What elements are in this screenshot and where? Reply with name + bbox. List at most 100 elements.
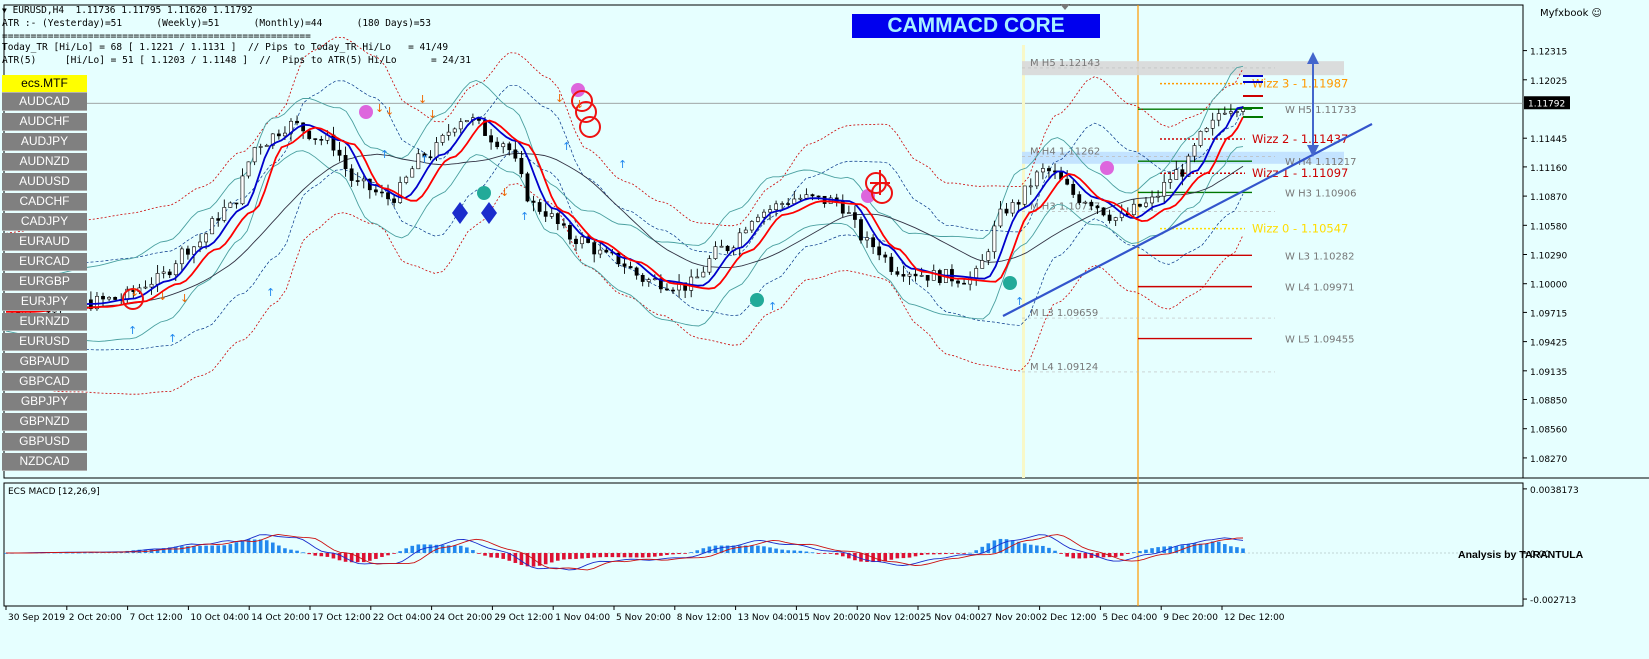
macd-bar [1210,541,1215,553]
symbol-button-gbpnzd[interactable]: GBPNZD [2,413,87,431]
candle-body [568,225,572,240]
macd-bar [216,545,221,553]
symbol-button-eurusd[interactable]: EURUSD [2,333,87,351]
macd-bar [1095,553,1100,558]
candle-body [1004,208,1009,214]
symbol-button-audchf[interactable]: AUDCHF [2,113,87,131]
macd-bar [622,553,627,558]
candle-body [355,180,360,182]
macd-bar [495,553,499,558]
up-arrow: ↑ [380,148,389,161]
symbol-button-audcad[interactable]: AUDCAD [2,93,87,111]
symbol-button-gbpusd[interactable]: GBPUSD [2,433,87,451]
candle-body [762,211,766,218]
macd-bar [313,553,318,556]
signal-ring [571,90,593,112]
candle-body [234,202,239,205]
macd-bar [780,549,784,553]
candle-body [719,245,724,248]
symbol-button-eurgbp[interactable]: EURGBP [2,273,87,291]
symbol-button-eurnzd[interactable]: EURNZD [2,313,87,331]
symbol-button-cadjpy[interactable]: CADJPY [2,213,87,231]
candle-body [816,195,821,198]
macd-bar [507,553,512,561]
candle-body [986,251,991,261]
candle-body [1186,155,1191,177]
macd-bar [604,553,609,558]
macd-bar [1083,553,1088,559]
down-arrow: ↓ [428,108,437,121]
macd-bar [380,553,384,557]
candle-body [592,242,597,255]
symbol-button-audnzd[interactable]: AUDNZD [2,153,87,171]
level-label: W L5 1.09455 [1285,335,1355,346]
symbol-button-euraud[interactable]: EURAUD [2,233,87,251]
candle-body [537,202,542,212]
candle-body [337,149,342,156]
price-tick-label: 1.12025 [1530,77,1567,87]
candle-body [889,256,894,272]
macd-signal-line [6,533,1244,571]
macd-bar [228,544,233,553]
macd-bar [1089,553,1094,558]
macd-bar [155,548,160,553]
symbol-button-eurcad[interactable]: EURCAD [2,253,87,271]
macd-bar [325,553,330,557]
macd-bar [883,553,888,562]
macd-bar [368,553,372,561]
macd-bar [677,553,681,555]
candle-body [561,223,566,226]
macd-bar [919,553,924,556]
time-tick-label: 25 Nov 04:00 [920,613,981,623]
candle-body [204,233,209,243]
candle-body [652,278,657,281]
candle-body [895,271,900,275]
candle-body [713,246,718,259]
symbol-button-active[interactable]: ecs.MTF [2,75,87,93]
macd-bar [428,544,433,553]
banner-title: CAMMACD CORE [852,14,1100,38]
candle-body [301,122,306,132]
macd-bar [695,550,700,553]
macd-bar [264,540,269,553]
myfxbook-label[interactable]: Myfxbook ☺ [1540,8,1602,19]
down-arrow: ↓ [500,186,509,199]
symbol-button-audjpy[interactable]: AUDJPY [2,133,87,151]
candle-body [822,195,827,204]
symbol-button-audusd[interactable]: AUDUSD [2,173,87,191]
symbol-button-gbpjpy[interactable]: GBPJPY [2,393,87,411]
macd-bar [471,550,475,553]
candle-body [531,200,536,203]
candle-body [349,168,354,181]
macd-bar [840,553,845,557]
symbol-button-gbpaud[interactable]: GBPAUD [2,353,87,371]
macd-bar [640,553,645,558]
candle-body [107,296,111,300]
candle-body [179,248,184,265]
symbol-button-eurjpy[interactable]: EURJPY [2,293,87,311]
candle-body [1222,112,1227,115]
candle-body [1089,201,1094,207]
current-price-label: 1.11792 [1528,99,1565,109]
candle-body [295,120,299,124]
time-tick-label: 9 Dec 20:00 [1163,613,1218,623]
price-tick-label: 1.09425 [1530,339,1567,349]
macd-bar [1241,548,1245,553]
ema-red [6,116,1244,313]
level-label: W L3 1.10282 [1285,251,1355,262]
candle-body [665,288,669,291]
macd-bar [289,549,293,553]
macd-bar [950,553,954,554]
price-tick-label: 1.10290 [1530,252,1567,262]
candle-body [798,197,803,200]
symbol-button-gbpcad[interactable]: GBPCAD [2,373,87,391]
support-zone [1022,151,1344,164]
macd-bar [180,546,184,553]
range-arrow-head-down [1307,145,1319,157]
wizz-label: Wizz 3 - 1.11987 [1252,77,1348,91]
header-line-4: Today_TR [Hi/Lo] = 68 [ 1.1221 / 1.1131 … [2,42,449,53]
symbol-button-cadchf[interactable]: CADCHF [2,193,87,211]
candle-body [198,241,202,248]
symbol-button-nzdcad[interactable]: NZDCAD [2,453,87,471]
signal-ring [579,116,601,138]
